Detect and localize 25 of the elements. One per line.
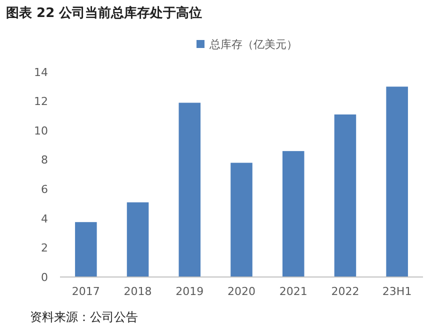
y-tick-label: 4 <box>41 212 48 226</box>
chart-title: 图表 22 公司当前总库存处于高位 <box>6 5 202 21</box>
x-tick-label: 2021 <box>279 285 308 298</box>
y-tick-label: 14 <box>34 66 48 79</box>
x-tick-label: 2018 <box>124 285 152 298</box>
text: 资料来源：公司公告 <box>30 310 138 324</box>
y-tick-label: 10 <box>34 124 48 138</box>
bar <box>230 162 252 277</box>
bar <box>178 102 201 277</box>
bar <box>334 114 356 277</box>
y-tick-label: 8 <box>41 154 48 167</box>
y-tick-label: 6 <box>41 182 48 196</box>
x-tick-label: 2020 <box>228 285 256 298</box>
x-tick-label: 23H1 <box>382 285 412 298</box>
bar <box>282 151 304 277</box>
x-tick-label: 2017 <box>72 285 100 298</box>
y-tick-label: 12 <box>34 95 48 108</box>
y-tick-label: 2 <box>41 242 48 255</box>
y-tick-label: 0 <box>41 270 48 284</box>
x-tick-label: 2022 <box>331 285 360 298</box>
bar <box>75 222 97 277</box>
legend-label: 总库存（亿美元） <box>208 38 298 51</box>
bar <box>126 202 149 277</box>
bar <box>386 86 408 277</box>
x-tick-label: 2019 <box>176 285 204 298</box>
